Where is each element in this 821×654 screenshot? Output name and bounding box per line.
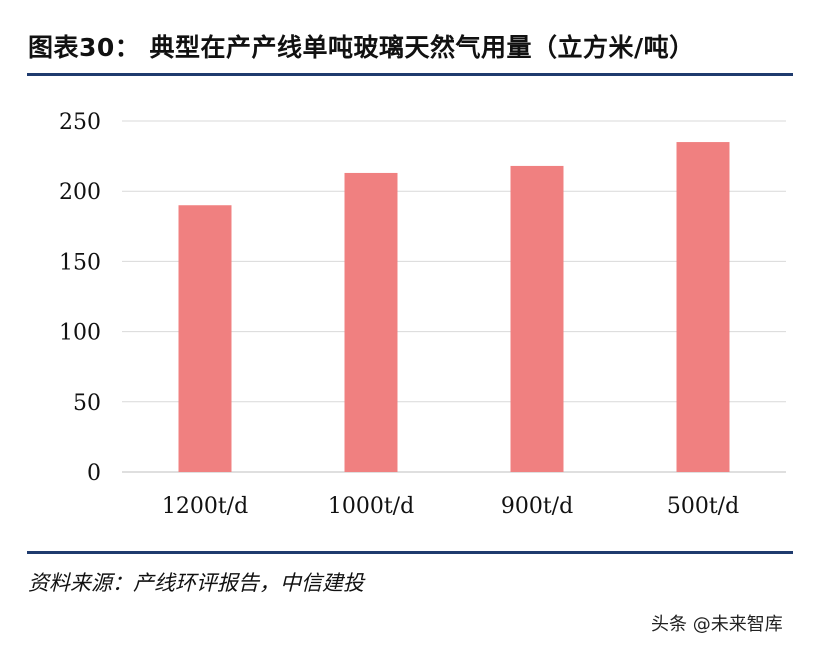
bars [178,142,730,472]
figure-header: 图表30： 典型在产产线单吨玻璃天然气用量（立方米/吨） [0,0,821,80]
figure-title: 图表30： 典型在产产线单吨玻璃天然气用量（立方米/吨） [28,33,695,62]
bar-900t/d [510,165,564,472]
y-tick-label-200: 200 [59,180,101,205]
y-axis: 0 50 100 150 200 250 [59,110,101,486]
bar-1000t/d [344,172,398,472]
y-tick-label-50: 50 [73,391,101,416]
y-tick-label-100: 100 [59,321,101,346]
y-tick-label-0: 0 [87,461,101,486]
y-tick-label-250: 250 [59,110,101,135]
bar-1200t/d [178,205,232,472]
x-axis: 1200t/d 1000t/d 900t/d 500t/d [162,494,739,519]
x-tick-label-1000t/d: 1000t/d [328,494,414,519]
header-rule [27,73,793,76]
gridlines [122,120,786,473]
source-note: 资料来源：产线环评报告，中信建投 [28,571,364,595]
x-tick-label-500t/d: 500t/d [667,494,739,519]
x-tick-label-1200t/d: 1200t/d [162,494,248,519]
footer-rule [27,551,793,554]
watermark: 头条 @未来智库 [651,610,783,636]
x-tick-label-900t/d: 900t/d [501,494,573,519]
bar-chart: 0 50 100 150 200 250 1200t/d 1000t/d 900t/d 500t… [59,110,786,519]
bar-500t/d [676,142,730,472]
y-tick-label-150: 150 [59,250,101,275]
watermark-text: 头条 @未来智库 [651,614,783,635]
